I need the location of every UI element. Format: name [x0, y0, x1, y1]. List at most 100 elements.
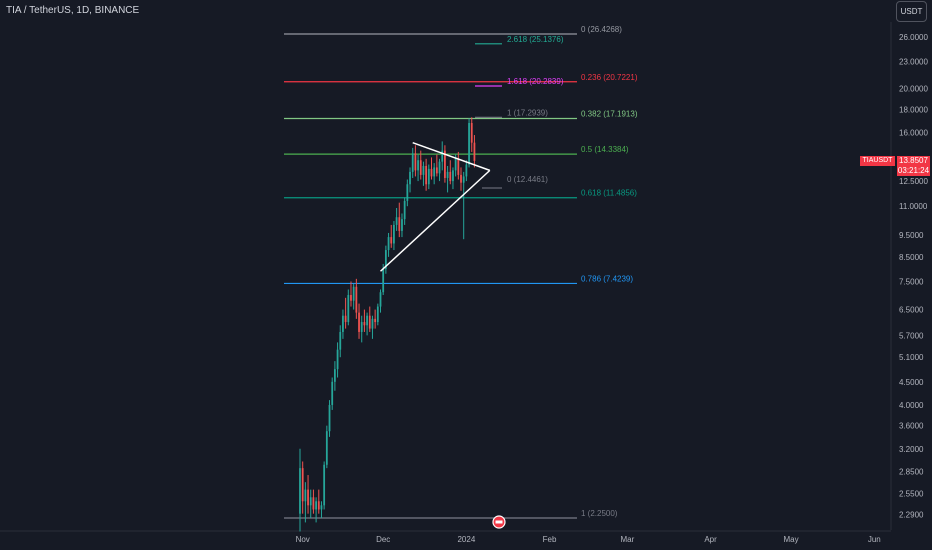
price-tick-label: 23.0000	[899, 57, 928, 66]
symbol-badge: TIAUSDT	[860, 156, 895, 166]
candle	[462, 171, 465, 240]
candle	[347, 289, 350, 326]
candle-body	[333, 369, 336, 382]
extension-level-label: 1 (17.2939)	[507, 108, 548, 117]
candle-body	[363, 322, 366, 326]
candle	[368, 306, 371, 332]
price-tick-label: 20.0000	[899, 85, 928, 94]
candle	[406, 179, 409, 207]
candle	[435, 154, 438, 177]
chart-area	[0, 22, 892, 532]
candle-body	[328, 404, 331, 432]
candle-body	[344, 315, 347, 323]
candle-body	[358, 312, 360, 332]
candle	[457, 151, 460, 180]
candle-body	[342, 315, 344, 332]
candle-body	[427, 168, 430, 185]
time-tick-label: 2024	[457, 535, 475, 544]
candle	[433, 163, 436, 185]
candle-body	[360, 322, 363, 332]
candle-body	[417, 160, 419, 171]
fib-level-label: 1 (2.2500)	[581, 509, 618, 518]
candle-body	[435, 167, 438, 174]
candle-body	[457, 158, 460, 175]
candle	[374, 309, 377, 329]
candle-body	[468, 123, 470, 165]
candle-body	[401, 219, 403, 231]
candle-body	[446, 171, 449, 178]
candle	[328, 400, 331, 437]
last-price: 13.8507	[899, 156, 928, 165]
candle	[366, 312, 368, 336]
candle-body	[336, 349, 339, 370]
fib-level-label: 0.236 (20.7221)	[581, 73, 638, 82]
candle-body	[325, 431, 328, 465]
price-tick-label: 7.5000	[899, 277, 924, 286]
triangle-trendline[interactable]	[379, 169, 491, 272]
candle-body	[470, 123, 473, 143]
price-tick-label: 16.0000	[899, 129, 928, 138]
event-flag-icon	[495, 520, 503, 524]
currency-button[interactable]: USDT	[896, 1, 927, 22]
price-tick-label: 2.5500	[899, 489, 924, 498]
fibonacci-extension[interactable]: 2.618 (25.1376) 1.618 (20.2839) 1 (17.2939…	[475, 35, 564, 189]
candle	[419, 150, 422, 180]
candle-body	[384, 250, 387, 269]
candle-body	[301, 468, 304, 502]
candle-body	[379, 292, 382, 307]
candle	[315, 497, 318, 523]
candle	[460, 167, 462, 191]
candle	[344, 297, 347, 329]
candle-body	[323, 464, 326, 506]
candle	[317, 489, 320, 514]
candle	[449, 160, 452, 185]
candle-body	[368, 315, 371, 329]
candle	[299, 448, 301, 532]
candle	[430, 157, 433, 180]
time-tick-label: Feb	[543, 535, 557, 544]
candle	[358, 303, 360, 339]
candle	[422, 161, 425, 186]
candle	[444, 145, 446, 183]
candle	[304, 482, 307, 523]
candle-body	[425, 165, 428, 185]
candle	[342, 309, 344, 339]
fibonacci-retracement[interactable]: 0 (26.4268) 0.236 (20.7221) 0.382 (17.1913…	[284, 25, 638, 519]
candle	[473, 135, 476, 168]
candle-body	[371, 318, 374, 329]
bar-countdown: 03:21:24	[897, 166, 930, 175]
price-tick-label: 11.0000	[899, 202, 928, 211]
candle-body	[438, 161, 441, 174]
triangle-trendline[interactable]	[412, 141, 491, 172]
candle-body	[409, 171, 411, 185]
candle-body	[411, 153, 414, 172]
candle-body	[422, 165, 425, 175]
candle-body	[395, 217, 398, 225]
candle-body	[320, 505, 323, 510]
extension-level-label: 2.618 (25.1376)	[507, 35, 564, 44]
candle-body	[331, 381, 334, 405]
candle	[387, 232, 390, 257]
candle-body	[315, 501, 318, 510]
candle	[312, 489, 315, 514]
candle-body	[355, 286, 358, 313]
time-tick-label: May	[784, 535, 799, 544]
fib-level-label: 0.382 (17.1913)	[581, 109, 638, 118]
candle-body	[350, 295, 352, 301]
candle	[376, 303, 379, 326]
candle	[352, 284, 355, 310]
fib-level-label: 0.786 (7.4239)	[581, 274, 633, 283]
candle	[470, 117, 473, 152]
candle-body	[366, 315, 368, 326]
price-axis[interactable]: 26.0000 23.0000 20.0000 18.0000 16.0000 12.50…	[899, 33, 928, 519]
event-marker[interactable]	[492, 515, 506, 529]
candle	[363, 309, 366, 332]
triangle-drawing[interactable]	[379, 141, 491, 272]
candle-body	[352, 286, 355, 301]
candle-body	[441, 150, 444, 162]
time-axis[interactable]: Nov Dec 2024 Feb Mar Apr May Jun	[296, 535, 881, 544]
price-tick-label: 12.5000	[899, 177, 928, 186]
candle	[325, 425, 328, 469]
candle	[401, 213, 403, 238]
